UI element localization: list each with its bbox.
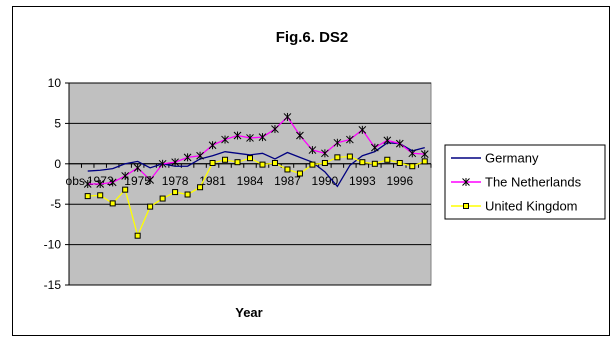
x-tick-label: obs bbox=[66, 174, 85, 188]
y-tick-label: -15 bbox=[44, 278, 62, 292]
y-tick-label: 0 bbox=[54, 157, 61, 171]
x-tick-label: 1978 bbox=[162, 174, 189, 188]
data-point bbox=[247, 155, 253, 162]
series-layer bbox=[83, 112, 429, 239]
data-point bbox=[222, 156, 229, 163]
series-line bbox=[87, 142, 425, 188]
x-tick-label: 1993 bbox=[349, 174, 376, 188]
legend-label: The Netherlands bbox=[485, 175, 582, 190]
data-point bbox=[296, 170, 303, 177]
data-point bbox=[147, 203, 154, 210]
data-point bbox=[84, 193, 91, 200]
y-tick-label: -5 bbox=[50, 197, 61, 211]
legend-item: The Netherlands bbox=[451, 175, 582, 190]
series-germany bbox=[87, 142, 425, 188]
y-tick-label: -10 bbox=[44, 238, 62, 252]
data-point bbox=[463, 203, 469, 209]
data-point bbox=[271, 159, 278, 166]
data-point bbox=[234, 159, 241, 166]
x-tick-label: 1990 bbox=[312, 174, 339, 188]
chart-frame: Fig.6. DS2 -15 -10 -5 0 5 10 obs 1972 1975 1978 1… bbox=[12, 6, 610, 336]
legend-item: United Kingdom bbox=[451, 199, 578, 214]
x-tick-label: 1996 bbox=[386, 174, 413, 188]
data-point bbox=[321, 159, 328, 166]
data-point bbox=[421, 158, 428, 165]
data-point bbox=[346, 153, 353, 160]
data-point bbox=[209, 159, 216, 166]
data-point bbox=[371, 160, 378, 167]
y-axis: -15 -10 -5 0 5 10 bbox=[44, 76, 70, 292]
plot-area bbox=[68, 82, 432, 286]
data-point bbox=[172, 189, 179, 196]
data-point bbox=[284, 166, 291, 173]
series-the-netherlands bbox=[83, 112, 429, 188]
data-point bbox=[409, 163, 416, 170]
data-point bbox=[134, 232, 141, 239]
data-point bbox=[259, 161, 266, 168]
legend: Germany The Netherlands United Kingdom bbox=[444, 144, 606, 220]
data-point bbox=[109, 200, 116, 207]
legend-label: Germany bbox=[485, 151, 539, 166]
y-tick-label: 10 bbox=[48, 76, 62, 90]
x-tick-label: 1987 bbox=[274, 174, 301, 188]
data-point bbox=[159, 195, 166, 202]
data-point bbox=[309, 161, 316, 168]
legend-label: United Kingdom bbox=[485, 199, 578, 214]
series-line bbox=[87, 155, 425, 238]
x-tick-label: 1981 bbox=[199, 174, 226, 188]
series-united-kingdom bbox=[84, 153, 428, 239]
data-point bbox=[359, 159, 366, 166]
series-line bbox=[87, 115, 425, 185]
data-point bbox=[184, 191, 191, 198]
x-axis-title: Year bbox=[235, 305, 262, 320]
chart-title: Fig.6. DS2 bbox=[276, 29, 349, 46]
data-point bbox=[122, 186, 129, 193]
data-point bbox=[197, 184, 204, 191]
data-point bbox=[334, 154, 341, 161]
data-point bbox=[396, 159, 403, 166]
data-point bbox=[97, 192, 104, 199]
y-tick-label: 5 bbox=[54, 116, 61, 130]
x-tick-label: 1984 bbox=[237, 174, 264, 188]
legend-item: Germany bbox=[451, 151, 539, 166]
data-point bbox=[384, 156, 391, 163]
x-tick-label: 1975 bbox=[124, 174, 151, 188]
